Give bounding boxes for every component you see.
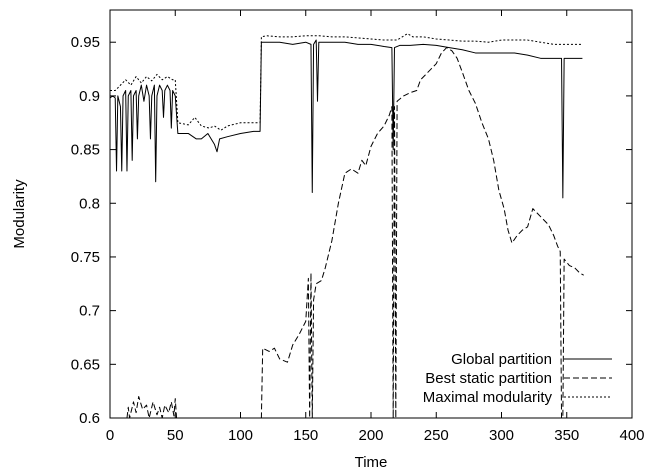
axis-ticks: 0 50 100 150 200 250 300 350 400 0.6 0.65 0.7 0.75 0.… xyxy=(71,10,645,444)
y-tick-label: 0.7 xyxy=(79,303,100,320)
y-tick-label: 0.65 xyxy=(71,356,100,373)
plot-frame xyxy=(109,9,633,419)
x-tick-label: 150 xyxy=(293,427,318,444)
x-axis-label: Time xyxy=(355,454,388,471)
x-tick-label: 0 xyxy=(106,427,114,444)
x-tick-label: 100 xyxy=(228,427,253,444)
y-tick-label: 0.6 xyxy=(79,410,100,427)
series-lines xyxy=(109,33,584,419)
y-tick-label: 0.75 xyxy=(71,249,100,266)
x-tick-label: 400 xyxy=(619,427,644,444)
x-tick-label: 50 xyxy=(167,427,184,444)
y-tick-label: 0.8 xyxy=(79,195,100,212)
series-line-best-static-partition xyxy=(126,47,584,419)
series-line-maximal-modularity xyxy=(110,33,583,131)
legend: Global partition Best static partition M… xyxy=(423,351,612,406)
x-tick-label: 300 xyxy=(489,427,514,444)
legend-label-best-static-partition: Best static partition xyxy=(425,370,552,387)
y-tick-label: 0.9 xyxy=(79,88,100,105)
y-tick-label: 0.85 xyxy=(71,142,100,159)
series-line-global-partition xyxy=(109,39,583,199)
x-tick-label: 200 xyxy=(358,427,383,444)
x-tick-label: 350 xyxy=(554,427,579,444)
legend-label-maximal-modularity: Maximal modularity xyxy=(423,389,553,406)
x-tick-label: 250 xyxy=(424,427,449,444)
legend-label-global-partition: Global partition xyxy=(451,351,552,368)
y-tick-label: 0.95 xyxy=(71,34,100,51)
y-axis-label: Modularity xyxy=(11,179,28,249)
